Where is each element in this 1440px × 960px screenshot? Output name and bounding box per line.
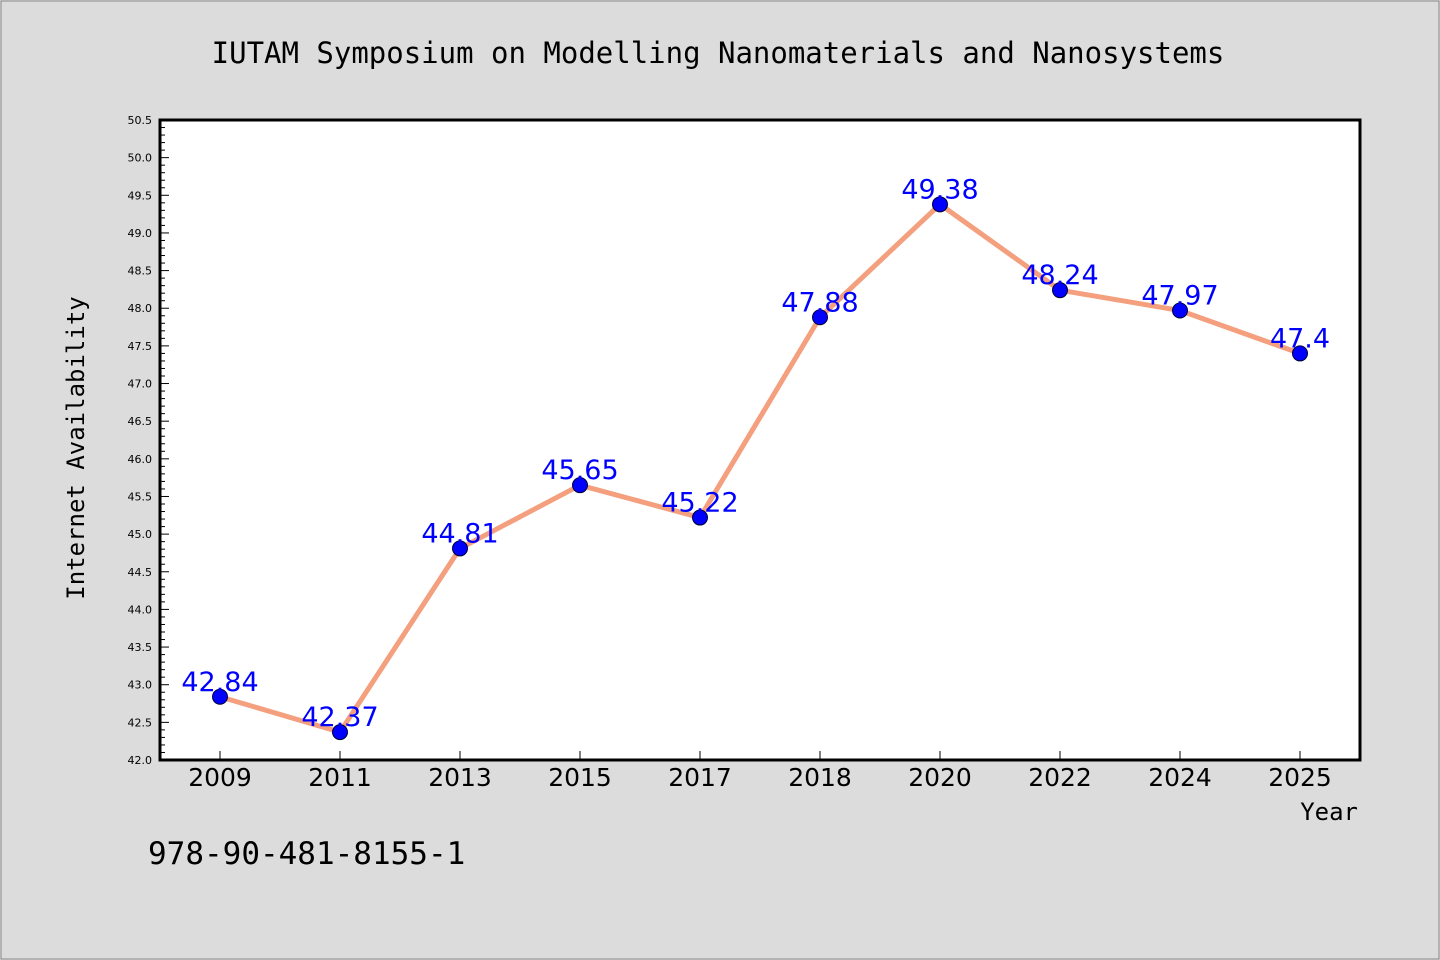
plot-area	[160, 120, 1360, 760]
y-tick-label: 43.5	[128, 641, 153, 654]
data-point	[572, 477, 588, 494]
plot-frame	[158, 118, 1362, 762]
data-point	[1172, 302, 1188, 319]
x-axis: 2009 2011 2013 2015 2017 2018 2020 2022 2024 2025	[188, 751, 1332, 792]
data-label: 42.37	[301, 702, 378, 733]
y-axis: 42.0 42.5 43.0 43.5 44.0 44.5 45.0 45.5 46.0 46.5…	[128, 114, 169, 767]
y-tick-label: 47.5	[128, 340, 153, 353]
series-line	[217, 201, 1303, 735]
data-label: 47.97	[1141, 280, 1218, 311]
y-tick-label: 48.5	[128, 265, 153, 278]
data-point	[692, 509, 708, 526]
x-tick-label: 2022	[1028, 763, 1092, 792]
data-point	[1052, 282, 1068, 299]
x-tick-label: 2015	[548, 763, 612, 792]
data-point	[812, 309, 828, 326]
y-tick-label: 45.5	[128, 490, 153, 503]
x-tick-label: 2018	[788, 763, 852, 792]
y-tick-label: 50.0	[128, 152, 153, 165]
data-label: 42.84	[181, 667, 258, 698]
y-tick-label: 43.0	[128, 679, 153, 692]
isbn-footer: 978-90-481-8155-1	[148, 836, 465, 872]
data-point	[1292, 345, 1308, 362]
y-tick-label: 42.5	[128, 716, 153, 729]
x-tick-label: 2009	[188, 763, 252, 792]
data-label: 48.24	[1021, 260, 1098, 291]
y-tick-label: 44.5	[128, 566, 153, 579]
x-tick-label: 2025	[1268, 763, 1332, 792]
y-tick-label: 46.5	[128, 415, 153, 428]
x-tick-label: 2024	[1148, 763, 1212, 792]
data-point	[452, 540, 468, 557]
y-tick-label: 44.0	[128, 603, 153, 616]
y-tick-label: 42.0	[128, 754, 153, 767]
y-tick-label: 48.0	[128, 302, 153, 315]
y-axis-label: Internet Availability	[62, 296, 90, 599]
x-axis-label: Year	[1300, 798, 1358, 826]
x-tick-label: 2011	[308, 763, 372, 792]
series-group: 42.84 42.37 44.81 45.65 45.22 47.88 49.38 48.24…	[181, 174, 1330, 741]
data-label: 47.88	[781, 287, 858, 318]
x-tick-label: 2020	[908, 763, 972, 792]
data-point	[332, 724, 348, 741]
data-label: 49.38	[901, 174, 978, 205]
data-label: 47.4	[1270, 323, 1330, 354]
y-tick-label: 50.5	[128, 114, 153, 127]
x-tick-label: 2017	[668, 763, 732, 792]
y-tick-label: 49.5	[128, 189, 153, 202]
y-tick-label: 49.0	[128, 227, 153, 240]
x-tick-label: 2013	[428, 763, 492, 792]
data-label: 45.65	[541, 455, 618, 486]
y-tick-label: 47.0	[128, 378, 153, 391]
y-tick-label: 45.0	[128, 528, 153, 541]
data-label: 44.81	[421, 518, 498, 549]
chart-title: IUTAM Symposium on Modelling Nanomateria…	[212, 36, 1225, 70]
data-point	[212, 688, 228, 705]
y-tick-label: 46.0	[128, 453, 153, 466]
data-label: 45.22	[661, 488, 738, 519]
data-point	[932, 196, 948, 213]
